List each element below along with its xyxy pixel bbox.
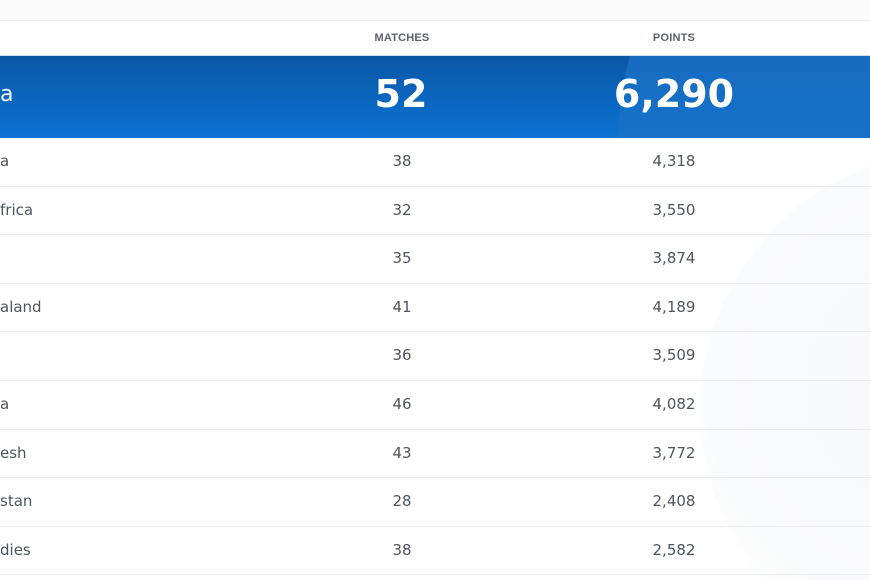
points-value: 4,189	[652, 297, 696, 316]
leader-highlight-decoration	[618, 56, 870, 138]
column-header-points[interactable]: POINTS	[652, 32, 696, 44]
points-value: 4,082	[652, 394, 696, 413]
top-strip	[0, 0, 870, 21]
matches-value: 43	[392, 443, 412, 462]
points-value: 2,408	[652, 492, 696, 511]
table-row[interactable]: 35 3,874	[0, 235, 870, 284]
team-name: a	[0, 152, 10, 170]
table-row[interactable]: 36 3,509	[0, 332, 870, 381]
team-name: dies	[0, 540, 31, 559]
matches-value: 46	[392, 394, 412, 413]
table-row[interactable]: esh 43 3,772	[0, 430, 870, 479]
team-name: esh	[0, 443, 27, 462]
table-row[interactable]: a 38 4,318	[0, 138, 870, 187]
points-value: 3,874	[652, 249, 696, 268]
points-value: 2,582	[652, 540, 696, 559]
table-row[interactable]: aland 41 4,189	[0, 284, 870, 333]
matches-value: 35	[392, 249, 412, 268]
table-row[interactable]: frica 32 3,550	[0, 187, 870, 236]
matches-value: 32	[392, 200, 412, 219]
team-name: a	[0, 394, 10, 413]
table-header: MATCHES POINTS	[0, 21, 870, 55]
leader-points: 6,290	[613, 72, 735, 116]
team-name: aland	[0, 297, 42, 316]
points-value: 3,772	[652, 443, 696, 462]
points-value: 4,318	[652, 152, 696, 170]
matches-value: 38	[392, 540, 412, 559]
rankings-table: MATCHES POINTS a 52 6,290 a 38 4,318 fri…	[0, 21, 870, 576]
leader-team-name: a	[0, 82, 14, 107]
points-value: 3,509	[652, 346, 696, 365]
points-value: 3,550	[652, 200, 696, 219]
team-name: frica	[0, 200, 34, 219]
matches-value: 28	[392, 492, 412, 511]
matches-value: 36	[392, 346, 412, 365]
column-header-matches[interactable]: MATCHES	[374, 32, 430, 44]
table-row[interactable]: dies 38 2,582	[0, 527, 870, 576]
table-row[interactable]: a 46 4,082	[0, 381, 870, 430]
matches-value: 41	[392, 297, 412, 316]
leader-row[interactable]: a 52 6,290	[0, 55, 870, 138]
table-row[interactable]: stan 28 2,408	[0, 478, 870, 527]
team-name: stan	[0, 492, 33, 511]
leader-matches: 52	[374, 72, 428, 116]
matches-value: 38	[392, 152, 412, 170]
